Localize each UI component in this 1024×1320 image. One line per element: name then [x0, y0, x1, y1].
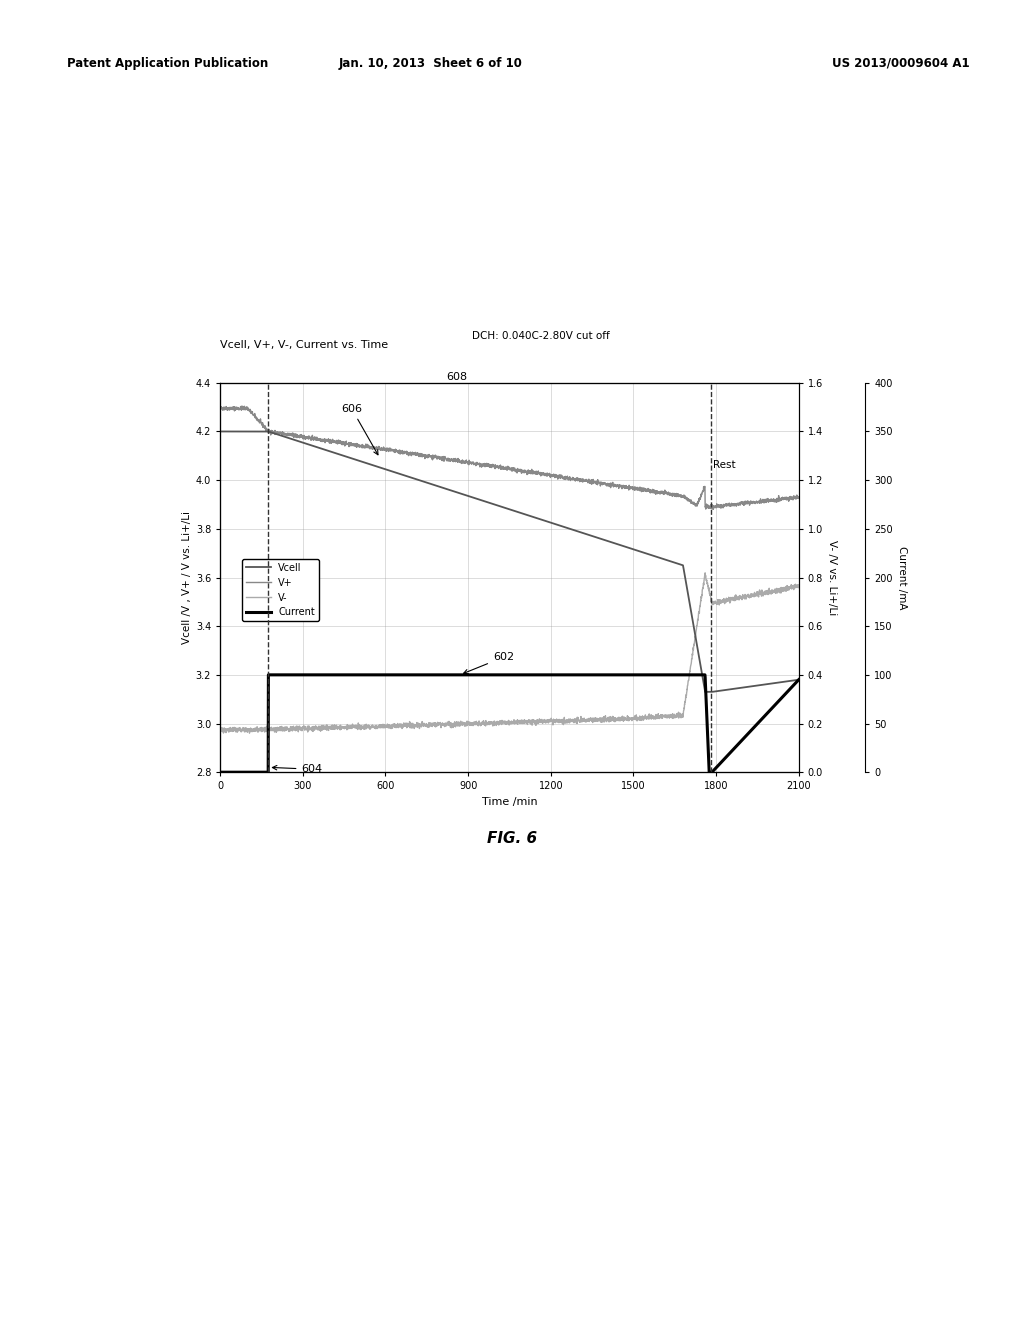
Text: US 2013/0009604 A1: US 2013/0009604 A1 — [833, 57, 970, 70]
X-axis label: Time /min: Time /min — [481, 797, 538, 807]
Y-axis label: Vcell /V , V+ / V vs. Li+/Li: Vcell /V , V+ / V vs. Li+/Li — [181, 511, 191, 644]
Text: 604: 604 — [272, 764, 323, 775]
Text: 602: 602 — [464, 652, 514, 673]
Text: DCH: 0.040C-2.80V cut off: DCH: 0.040C-2.80V cut off — [472, 330, 609, 341]
Text: Jan. 10, 2013  Sheet 6 of 10: Jan. 10, 2013 Sheet 6 of 10 — [338, 57, 522, 70]
Text: Vcell, V+, V-, Current vs. Time: Vcell, V+, V-, Current vs. Time — [220, 339, 388, 350]
Y-axis label: V- /V vs. Li+/Li: V- /V vs. Li+/Li — [827, 540, 837, 615]
Text: FIG. 6: FIG. 6 — [487, 830, 537, 846]
Text: 606: 606 — [341, 404, 378, 455]
Text: Rest: Rest — [714, 459, 736, 470]
Legend: Vcell, V+, V-, Current: Vcell, V+, V-, Current — [243, 558, 319, 622]
Text: Patent Application Publication: Patent Application Publication — [67, 57, 268, 70]
Y-axis label: Current /mA: Current /mA — [897, 545, 907, 610]
Text: 608: 608 — [446, 372, 467, 383]
